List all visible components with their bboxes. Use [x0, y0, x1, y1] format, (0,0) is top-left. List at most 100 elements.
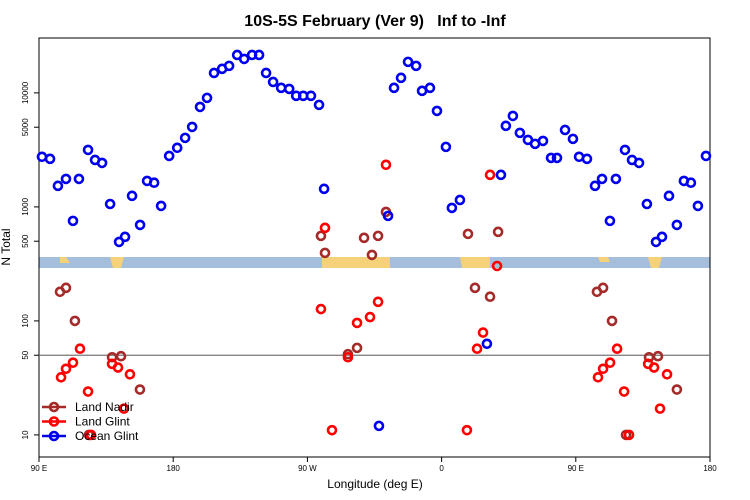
point: [388, 82, 400, 94]
legend-marker: [48, 430, 60, 442]
point: [124, 369, 136, 380]
point: [623, 429, 635, 441]
point: [342, 351, 354, 363]
point: [395, 72, 407, 84]
legend-marker: [48, 416, 60, 427]
point: [372, 296, 384, 308]
point: [315, 303, 327, 315]
point: [201, 92, 213, 104]
point: [267, 76, 279, 88]
y-tick-label: 10000: [21, 81, 30, 104]
point: [471, 343, 483, 355]
point: [372, 230, 384, 242]
point: [382, 210, 394, 222]
point: [104, 198, 116, 210]
x-tick-label: 90 E: [568, 464, 584, 473]
chart-title: 10S-5S February (Ver 9) Inf to -Inf: [244, 13, 506, 30]
point: [424, 82, 436, 94]
point: [663, 190, 675, 202]
point: [260, 67, 272, 79]
point: [319, 222, 331, 234]
point: [118, 403, 130, 414]
point: [194, 101, 206, 113]
point: [155, 200, 167, 212]
point: [60, 173, 72, 185]
x-tick-label: 0: [439, 464, 444, 473]
point: [567, 133, 579, 145]
point: [67, 357, 79, 368]
point: [648, 362, 660, 373]
point: [373, 420, 385, 432]
point: [82, 386, 94, 397]
point: [313, 99, 325, 111]
y-tick-label: 500: [21, 234, 30, 248]
point: [69, 315, 81, 327]
y-tick-label: 1000: [21, 197, 30, 215]
point: [82, 144, 94, 156]
point: [481, 338, 493, 350]
point: [685, 177, 697, 189]
y-tick-label: 10: [21, 430, 30, 439]
point: [446, 202, 458, 214]
point: [380, 159, 392, 171]
point: [55, 372, 67, 383]
point: [179, 132, 191, 144]
point: [581, 153, 593, 165]
point: [461, 424, 473, 436]
point: [73, 173, 85, 185]
point: [134, 219, 146, 231]
point: [500, 120, 512, 132]
point: [454, 194, 466, 206]
point: [67, 215, 79, 227]
point: [85, 429, 97, 441]
point: [671, 219, 683, 231]
point: [223, 60, 235, 72]
x-tick-label: 180: [167, 464, 181, 473]
point: [507, 110, 519, 122]
point: [52, 180, 64, 192]
point: [186, 121, 198, 133]
point: [652, 350, 664, 362]
point: [74, 343, 86, 355]
point: [551, 152, 563, 164]
x-tick-label: 90 E: [31, 464, 47, 473]
point: [597, 282, 609, 294]
y-tick-label: 100: [21, 314, 30, 328]
point: [366, 249, 378, 261]
point: [351, 342, 363, 354]
point: [495, 169, 507, 181]
x-tick-label: 90 W: [298, 464, 317, 473]
legend-label: Land Nadir: [75, 400, 134, 414]
x-axis-label: Longitude (deg E): [327, 477, 422, 491]
point: [60, 363, 72, 375]
point: [358, 232, 370, 244]
point: [491, 260, 503, 272]
y-axis-label: N Total: [0, 228, 13, 265]
point: [283, 83, 295, 95]
point: [492, 226, 504, 238]
point: [119, 231, 131, 243]
point: [315, 230, 327, 242]
point: [469, 282, 481, 294]
point: [44, 153, 56, 165]
point: [514, 127, 526, 139]
point: [163, 150, 175, 162]
point: [319, 247, 331, 259]
legend-label: Ocean Glint: [75, 429, 139, 443]
point: [650, 236, 662, 248]
plot-frame: [38, 37, 711, 458]
point: [545, 152, 557, 164]
point: [641, 198, 653, 210]
point: [559, 124, 571, 136]
point: [462, 228, 474, 240]
point: [402, 56, 414, 68]
point: [113, 236, 125, 248]
point: [619, 144, 631, 156]
point: [592, 372, 604, 383]
point: [484, 169, 496, 181]
point: [318, 183, 330, 195]
point: [604, 357, 616, 368]
point: [597, 363, 609, 375]
